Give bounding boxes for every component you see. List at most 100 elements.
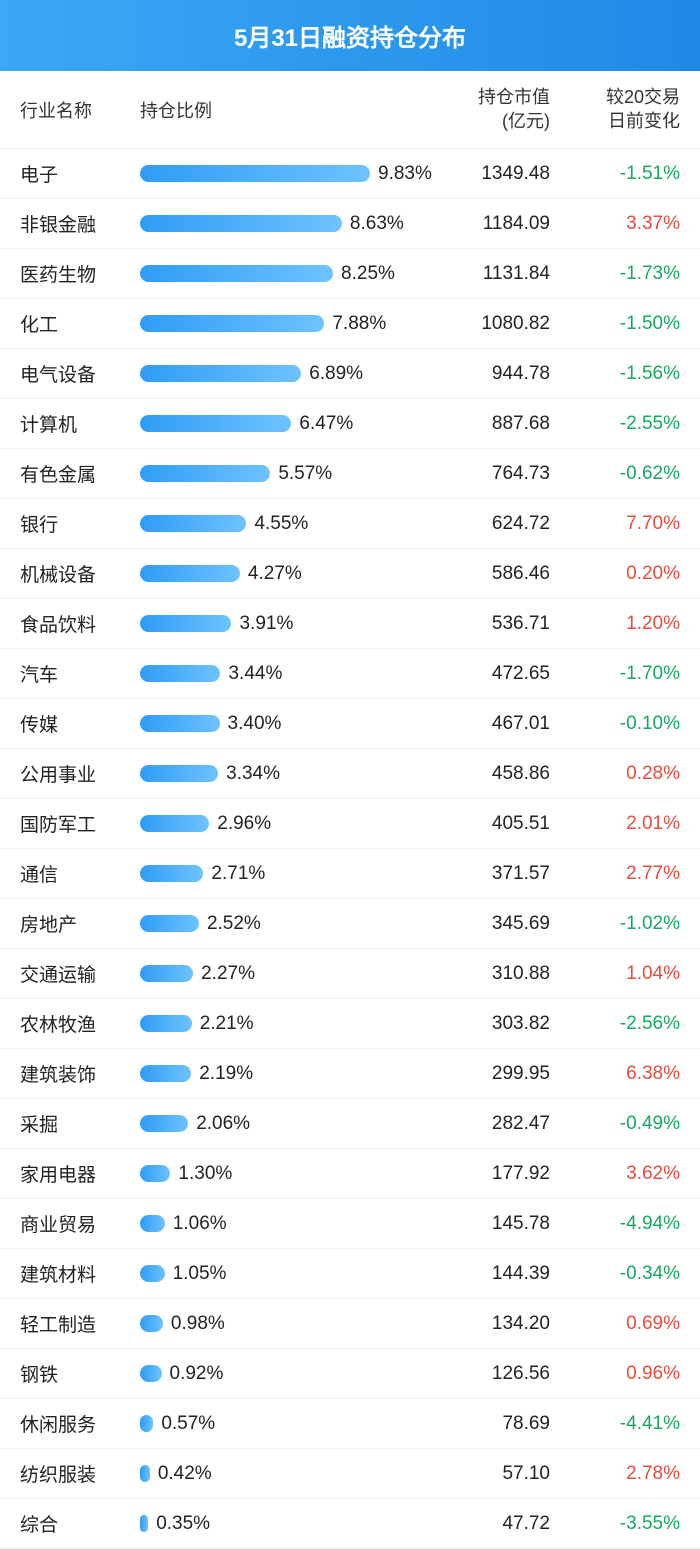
market-value: 472.65 — [440, 663, 560, 685]
ratio-bar-cell: 2.52% — [140, 913, 440, 935]
ratio-label: 8.63% — [350, 213, 404, 235]
ratio-label: 2.27% — [201, 963, 255, 985]
industry-name: 电气设备 — [20, 360, 140, 387]
ratio-bar-cell: 2.96% — [140, 813, 440, 835]
ratio-bar — [140, 1515, 148, 1532]
change-value: 2.77% — [560, 863, 680, 885]
ratio-label: 1.05% — [173, 1263, 227, 1285]
ratio-bar — [140, 365, 301, 382]
ratio-bar — [140, 415, 291, 432]
table-row: 国防军工2.96%405.512.01% — [0, 799, 700, 849]
industry-name: 综合 — [20, 1510, 140, 1537]
change-value: -2.55% — [560, 413, 680, 435]
ratio-label: 3.40% — [228, 713, 282, 735]
ratio-label: 3.44% — [228, 663, 282, 685]
ratio-label: 9.83% — [378, 163, 432, 185]
market-value: 47.72 — [440, 1513, 560, 1535]
change-value: -1.70% — [560, 663, 680, 685]
industry-name: 计算机 — [20, 410, 140, 437]
ratio-bar — [140, 1315, 163, 1332]
table-row: 传媒3.40%467.01-0.10% — [0, 699, 700, 749]
change-value: -1.02% — [560, 913, 680, 935]
change-value: 2.01% — [560, 813, 680, 835]
industry-name: 机械设备 — [20, 560, 140, 587]
industry-name: 农林牧渔 — [20, 1010, 140, 1037]
table-row: 交通运输2.27%310.881.04% — [0, 949, 700, 999]
ratio-bar-cell: 8.25% — [140, 263, 440, 285]
industry-name: 建筑装饰 — [20, 1060, 140, 1087]
table-row: 商业贸易1.06%145.78-4.94% — [0, 1199, 700, 1249]
industry-name: 有色金属 — [20, 460, 140, 487]
ratio-bar-cell: 2.06% — [140, 1113, 440, 1135]
ratio-bar-cell: 0.92% — [140, 1363, 440, 1385]
ratio-bar-cell: 6.47% — [140, 413, 440, 435]
industry-name: 银行 — [20, 510, 140, 537]
change-value: 0.69% — [560, 1313, 680, 1335]
industry-name: 通信 — [20, 860, 140, 887]
change-value: 2.78% — [560, 1463, 680, 1485]
industry-name: 房地产 — [20, 910, 140, 937]
ratio-bar — [140, 1165, 170, 1182]
market-value: 1349.48 — [440, 163, 560, 185]
table-header: 行业名称 持仓比例 持仓市值 (亿元) 较20交易 日前变化 — [0, 71, 700, 149]
ratio-bar — [140, 565, 240, 582]
change-value: 7.70% — [560, 513, 680, 535]
market-value: 134.20 — [440, 1313, 560, 1335]
change-value: 6.38% — [560, 1063, 680, 1085]
industry-name: 国防军工 — [20, 810, 140, 837]
market-value: 177.92 — [440, 1163, 560, 1185]
ratio-bar — [140, 915, 199, 932]
ratio-label: 6.47% — [299, 413, 353, 435]
ratio-bar — [140, 815, 209, 832]
market-value: 144.39 — [440, 1263, 560, 1285]
table-row: 计算机 6.47% 887.68-2.55% — [0, 399, 700, 449]
ratio-label: 0.98% — [171, 1313, 225, 1335]
ratio-label: 6.89% — [309, 363, 363, 385]
ratio-bar-cell: 9.83% — [140, 163, 440, 185]
ratio-bar-cell: 3.34% — [140, 763, 440, 785]
market-value: 624.72 — [440, 513, 560, 535]
market-value: 764.73 — [440, 463, 560, 485]
ratio-label: 2.96% — [217, 813, 271, 835]
market-value: 78.69 — [440, 1413, 560, 1435]
change-value: -3.55% — [560, 1513, 680, 1535]
market-value: 126.56 — [440, 1363, 560, 1385]
ratio-bar-cell: 3.40% — [140, 713, 440, 735]
market-value: 299.95 — [440, 1063, 560, 1085]
ratio-bar-cell: 8.63% — [140, 213, 440, 235]
table-row: 轻工制造0.98%134.200.69% — [0, 1299, 700, 1349]
market-value: 887.68 — [440, 413, 560, 435]
ratio-bar — [140, 865, 203, 882]
change-value: -0.34% — [560, 1263, 680, 1285]
ratio-bar-cell: 1.30% — [140, 1163, 440, 1185]
change-value: -0.49% — [560, 1113, 680, 1135]
market-value: 586.46 — [440, 563, 560, 585]
industry-name: 公用事业 — [20, 760, 140, 787]
industry-name: 医药生物 — [20, 260, 140, 287]
ratio-bar-cell: 2.19% — [140, 1063, 440, 1085]
table-row: 采掘2.06%282.47-0.49% — [0, 1099, 700, 1149]
ratio-label: 2.71% — [211, 863, 265, 885]
change-value: 3.62% — [560, 1163, 680, 1185]
industry-name: 钢铁 — [20, 1360, 140, 1387]
ratio-label: 1.30% — [178, 1163, 232, 1185]
ratio-bar — [140, 1065, 191, 1082]
change-value: -0.10% — [560, 713, 680, 735]
ratio-label: 0.57% — [161, 1413, 215, 1435]
table-row: 化工7.88%1080.82-1.50% — [0, 299, 700, 349]
table-row: 公用事业3.34%458.860.28% — [0, 749, 700, 799]
industry-name: 电子 — [20, 160, 140, 187]
ratio-bar — [140, 465, 270, 482]
market-value: 1080.82 — [440, 313, 560, 335]
market-value: 458.86 — [440, 763, 560, 785]
table-row: 房地产2.52%345.69-1.02% — [0, 899, 700, 949]
col-header-change: 较20交易 日前变化 — [560, 86, 680, 133]
ratio-label: 2.06% — [196, 1113, 250, 1135]
ratio-label: 8.25% — [341, 263, 395, 285]
ratio-bar — [140, 1265, 165, 1282]
ratio-bar — [140, 1415, 153, 1432]
industry-name: 汽车 — [20, 660, 140, 687]
ratio-label: 4.55% — [254, 513, 308, 535]
industry-name: 家用电器 — [20, 1160, 140, 1187]
change-value: -1.50% — [560, 313, 680, 335]
